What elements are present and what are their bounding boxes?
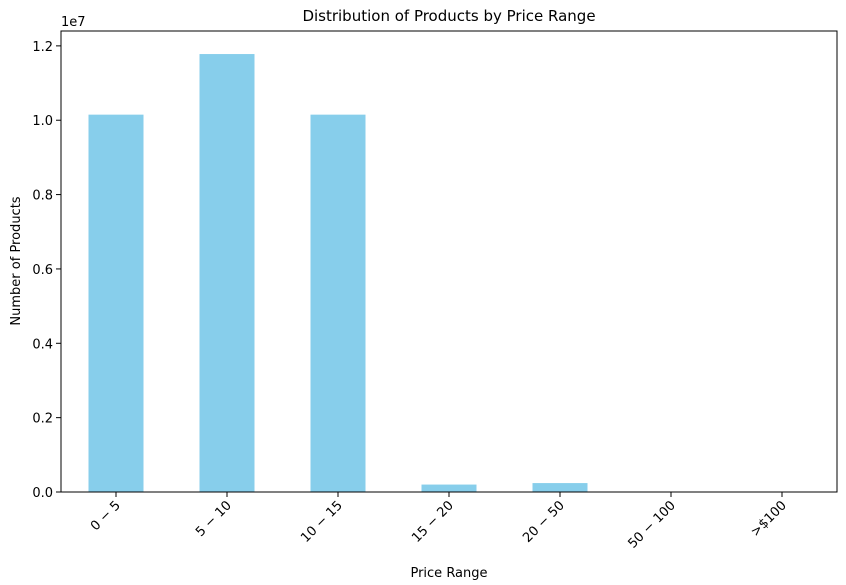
y-tick-label: 0.2	[32, 412, 53, 427]
bar-1	[199, 54, 255, 493]
y-tick-label: 1.2	[32, 40, 53, 55]
bars-group	[88, 54, 588, 493]
bar-2	[310, 114, 366, 492]
x-tick-label: 10 − 15	[298, 498, 346, 546]
y-offset-label: 1e7	[61, 15, 86, 30]
plot-frame	[60, 30, 838, 493]
bar-4	[532, 483, 588, 492]
y-tick-label: 0.4	[32, 337, 53, 352]
x-tick-label: 20 − 50	[520, 498, 568, 546]
y-tick-label: 1.0	[32, 114, 53, 129]
x-tick-label: 5 − 10	[193, 498, 235, 540]
y-axis: 0.0 0.2 0.4 0.6 0.8 1.0 1.2	[32, 40, 61, 501]
x-axis: 0 − 5 5 − 10 10 − 15 15 − 20 20 − 50 50 − 100…	[88, 492, 790, 552]
x-tick-label: >$100	[748, 498, 790, 540]
x-tick-label: 0 − 5	[88, 498, 124, 534]
y-tick-label: 0.0	[32, 486, 53, 501]
y-tick-label: 0.8	[32, 189, 53, 204]
chart-title: Distribution of Products by Price Range	[302, 7, 595, 25]
x-tick-label: 15 − 20	[409, 498, 457, 546]
y-axis-label: Number of Products	[9, 196, 24, 325]
y-tick-label: 0.6	[32, 263, 53, 278]
bar-3	[421, 484, 477, 492]
x-axis-label: Price Range	[410, 566, 487, 581]
x-tick-label: 50 − 100	[625, 498, 678, 551]
bar-0	[88, 114, 144, 492]
